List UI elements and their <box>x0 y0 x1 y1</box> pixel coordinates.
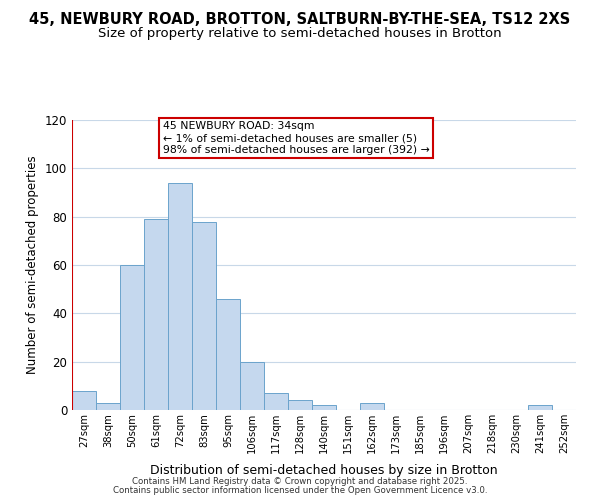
Bar <box>528 405 552 410</box>
Bar <box>216 299 240 410</box>
Text: 45 NEWBURY ROAD: 34sqm
← 1% of semi-detached houses are smaller (5)
98% of semi-: 45 NEWBURY ROAD: 34sqm ← 1% of semi-deta… <box>163 122 430 154</box>
Bar <box>168 183 192 410</box>
Bar <box>240 362 264 410</box>
Bar <box>120 265 144 410</box>
Bar <box>288 400 312 410</box>
Bar <box>312 405 336 410</box>
X-axis label: Distribution of semi-detached houses by size in Brotton: Distribution of semi-detached houses by … <box>150 464 498 477</box>
Text: 45, NEWBURY ROAD, BROTTON, SALTBURN-BY-THE-SEA, TS12 2XS: 45, NEWBURY ROAD, BROTTON, SALTBURN-BY-T… <box>29 12 571 28</box>
Text: Size of property relative to semi-detached houses in Brotton: Size of property relative to semi-detach… <box>98 28 502 40</box>
Bar <box>144 219 168 410</box>
Y-axis label: Number of semi-detached properties: Number of semi-detached properties <box>26 156 39 374</box>
Text: Contains HM Land Registry data © Crown copyright and database right 2025.: Contains HM Land Registry data © Crown c… <box>132 477 468 486</box>
Bar <box>264 393 288 410</box>
Text: Contains public sector information licensed under the Open Government Licence v3: Contains public sector information licen… <box>113 486 487 495</box>
Bar <box>96 403 120 410</box>
Bar <box>192 222 216 410</box>
Bar <box>72 390 96 410</box>
Bar <box>360 403 384 410</box>
